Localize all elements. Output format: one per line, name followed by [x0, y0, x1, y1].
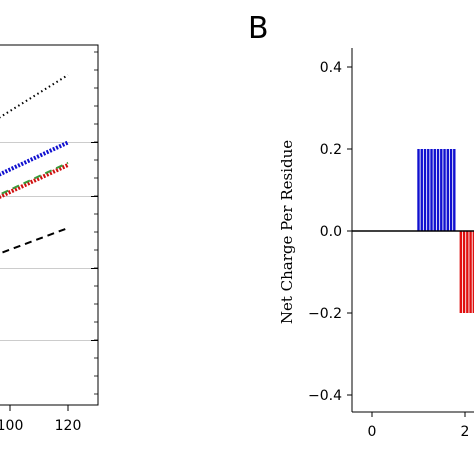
- y-tick-label: −0.4: [308, 388, 342, 404]
- panel-a-lines: [0, 74, 69, 255]
- y-tick-label: 0.2: [320, 142, 342, 158]
- panel-a-frame: [0, 44, 99, 406]
- bar: [466, 231, 469, 313]
- panel-label-b: B: [248, 11, 269, 46]
- series-line: [0, 227, 69, 255]
- bar: [449, 149, 453, 231]
- bar: [443, 149, 446, 231]
- bar: [423, 149, 427, 231]
- x-tick-label: 120: [55, 418, 82, 434]
- y-tick-label: −0.2: [308, 306, 342, 322]
- panel-a-y-ticks: [91, 51, 98, 395]
- x-tick-label: 2: [461, 424, 470, 440]
- bar: [462, 231, 466, 313]
- series-line: [0, 161, 69, 196]
- x-tick-label: 0: [368, 424, 377, 440]
- bar: [433, 149, 436, 231]
- panel-b-y-ticks: 0.4 0.2 0.0 −0.2 −0.4: [308, 60, 352, 404]
- bar: [420, 149, 423, 231]
- y-axis-label: Net Charge Per Residue: [278, 140, 296, 324]
- bar: [453, 149, 456, 231]
- panel-a-grid: [0, 142, 98, 341]
- bar: [427, 149, 430, 231]
- panel-b-bars: [417, 149, 474, 313]
- panel-a-x-ticks: 100 120: [0, 405, 81, 434]
- bar: [469, 231, 472, 313]
- panel-b: B Net Charge Per Residue 0.4 0.2 0.0 −0.2 −0…: [248, 11, 474, 440]
- bar: [440, 149, 443, 231]
- bar: [417, 149, 420, 231]
- panel-a: 100 120: [0, 44, 99, 434]
- bar: [430, 149, 433, 231]
- y-tick-label: 0.4: [320, 60, 342, 76]
- y-tick-label: 0.0: [320, 224, 342, 240]
- bar: [459, 231, 463, 313]
- series-line: [0, 74, 69, 119]
- bar: [472, 231, 474, 313]
- series-line: [0, 140, 69, 177]
- x-tick-label: 100: [0, 418, 23, 434]
- bar: [446, 149, 449, 231]
- bar: [436, 149, 440, 231]
- series-line: [0, 163, 69, 199]
